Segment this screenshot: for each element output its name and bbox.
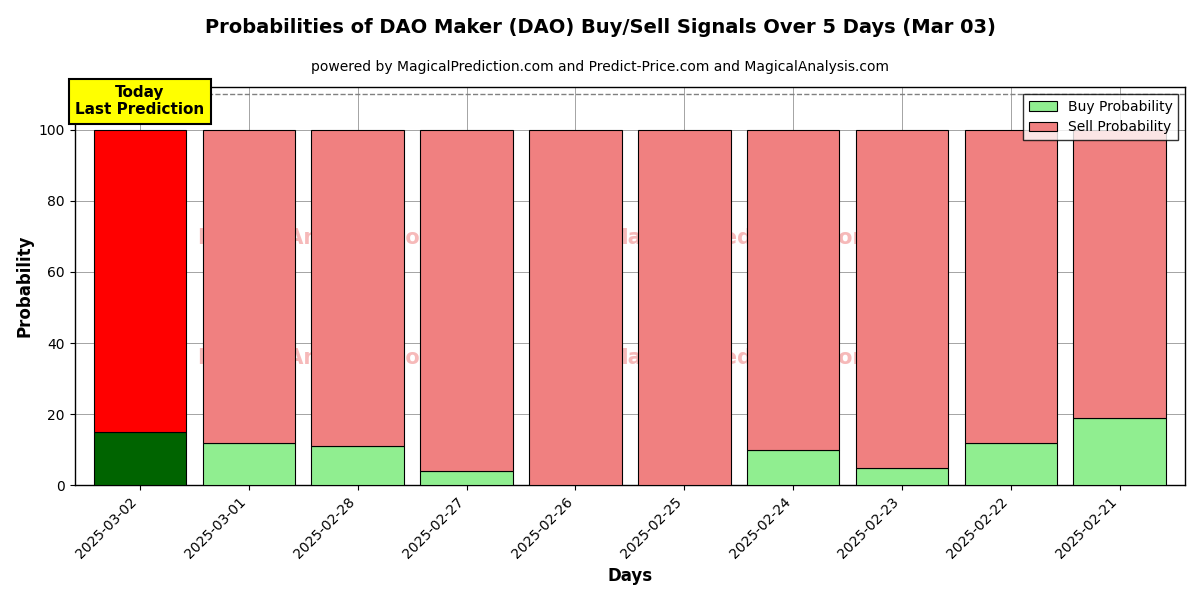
- Bar: [965, 443, 1057, 485]
- Bar: [1074, 418, 1166, 485]
- Bar: [420, 130, 512, 471]
- Text: Today
Last Prediction: Today Last Prediction: [76, 85, 204, 118]
- Bar: [746, 450, 839, 485]
- Text: MagicalAnalysis.com: MagicalAnalysis.com: [197, 348, 442, 368]
- Text: powered by MagicalPrediction.com and Predict-Price.com and MagicalAnalysis.com: powered by MagicalPrediction.com and Pre…: [311, 60, 889, 74]
- Text: MagicalPrediction.com: MagicalPrediction.com: [607, 348, 875, 368]
- Bar: [746, 130, 839, 450]
- X-axis label: Days: Days: [607, 567, 653, 585]
- Bar: [94, 432, 186, 485]
- Bar: [312, 446, 404, 485]
- Text: MagicalAnalysis.com: MagicalAnalysis.com: [197, 229, 442, 248]
- Text: Probabilities of DAO Maker (DAO) Buy/Sell Signals Over 5 Days (Mar 03): Probabilities of DAO Maker (DAO) Buy/Sel…: [204, 18, 996, 37]
- Bar: [420, 471, 512, 485]
- Bar: [203, 130, 295, 443]
- Legend: Buy Probability, Sell Probability: Buy Probability, Sell Probability: [1024, 94, 1178, 140]
- Bar: [856, 467, 948, 485]
- Bar: [638, 130, 731, 485]
- Y-axis label: Probability: Probability: [16, 235, 34, 337]
- Bar: [529, 130, 622, 485]
- Bar: [94, 130, 186, 432]
- Bar: [856, 130, 948, 467]
- Bar: [1074, 130, 1166, 418]
- Text: MagicalPrediction.com: MagicalPrediction.com: [607, 229, 875, 248]
- Bar: [203, 443, 295, 485]
- Bar: [312, 130, 404, 446]
- Bar: [965, 130, 1057, 443]
